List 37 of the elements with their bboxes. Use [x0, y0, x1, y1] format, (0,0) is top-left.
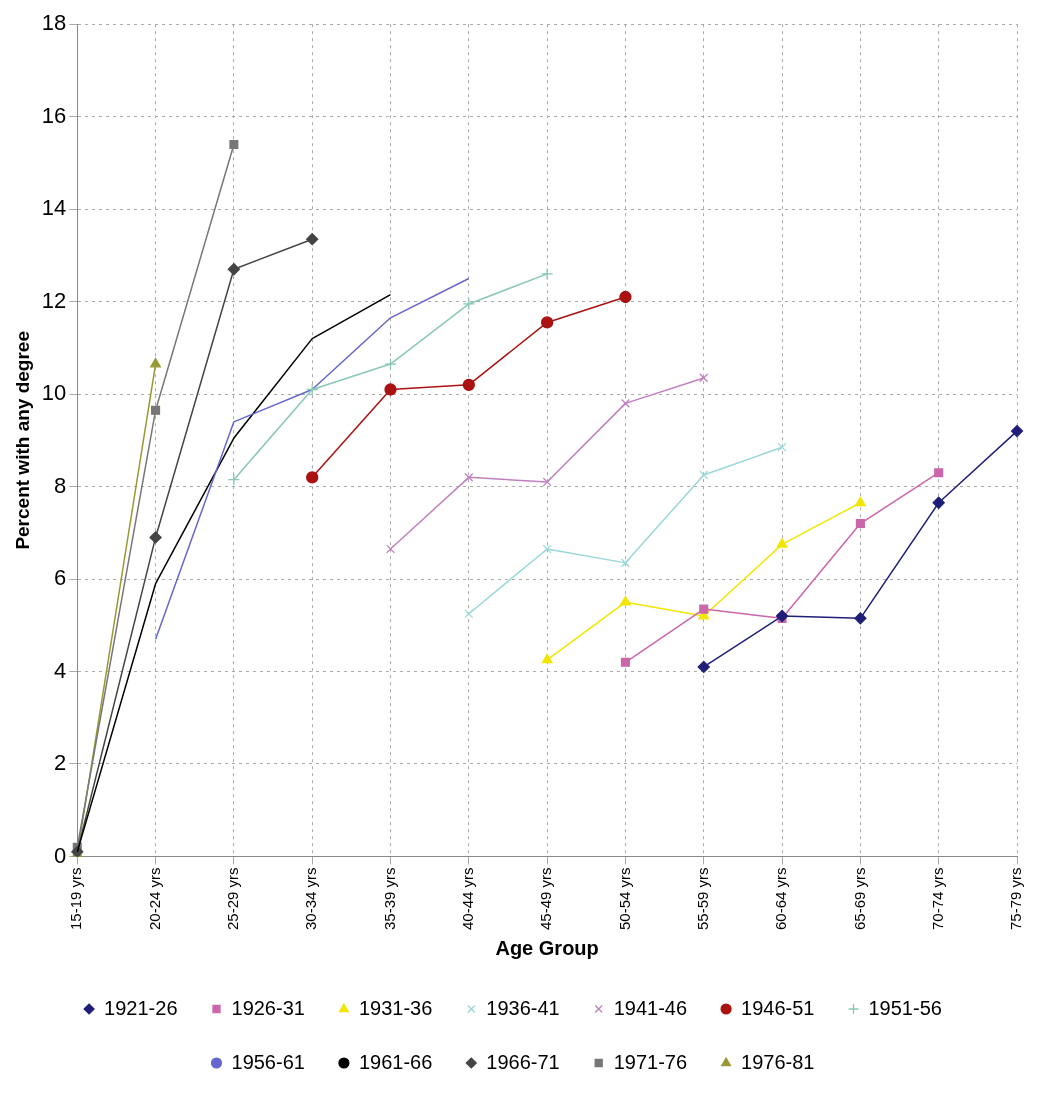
y-tick-label: 10 [41, 380, 67, 406]
legend-label: 1976-81 [741, 1050, 815, 1073]
x-tick-label: 65-69 yrs [850, 867, 868, 930]
legend-label: 1941-46 [613, 996, 688, 1019]
x-tick-label: 35-39 yrs [380, 867, 398, 930]
y-tick-label: 14 [41, 195, 67, 221]
legend-label: 1921-26 [104, 996, 178, 1019]
x-axis-title: Age Group [495, 936, 599, 959]
y-tick-label: 8 [54, 472, 67, 498]
x-tick-label: 40-44 yrs [458, 867, 476, 930]
x-tick-label: 30-34 yrs [302, 867, 320, 930]
x-tick-label: 55-59 yrs [693, 867, 711, 930]
legend-label: 1926-31 [231, 996, 305, 1019]
y-tick-label: 16 [41, 102, 67, 128]
y-tick-label: 6 [54, 565, 67, 591]
legend-label: 1956-61 [231, 1050, 305, 1073]
y-tick-label: 12 [41, 287, 67, 313]
legend-label: 1961-66 [358, 1050, 433, 1073]
legend-label: 1946-51 [741, 996, 815, 1019]
y-tick-label: 2 [54, 750, 67, 776]
x-tick-label: 75-79 yrs [1007, 867, 1025, 930]
legend-label: 1931-36 [358, 996, 433, 1019]
y-tick-label: 18 [41, 10, 67, 36]
x-tick-label: 45-49 yrs [537, 867, 555, 930]
legend-label: 1971-76 [613, 1050, 688, 1073]
x-tick-label: 25-29 yrs [224, 867, 242, 930]
x-tick-label: 20-24 yrs [145, 867, 163, 930]
x-tick-label: 60-64 yrs [772, 867, 790, 930]
legend-label: 1966-71 [486, 1050, 560, 1073]
x-tick-label: 50-54 yrs [615, 867, 633, 930]
y-axis-title: Percent with any degree [11, 331, 33, 550]
x-tick-label: 15-19 yrs [67, 867, 85, 930]
legend-label: 1936-41 [486, 996, 560, 1019]
legend-label: 1951-56 [868, 996, 942, 1019]
y-tick-label: 0 [54, 842, 67, 868]
x-tick-label: 70-74 yrs [928, 867, 946, 930]
y-tick-label: 4 [54, 657, 67, 683]
